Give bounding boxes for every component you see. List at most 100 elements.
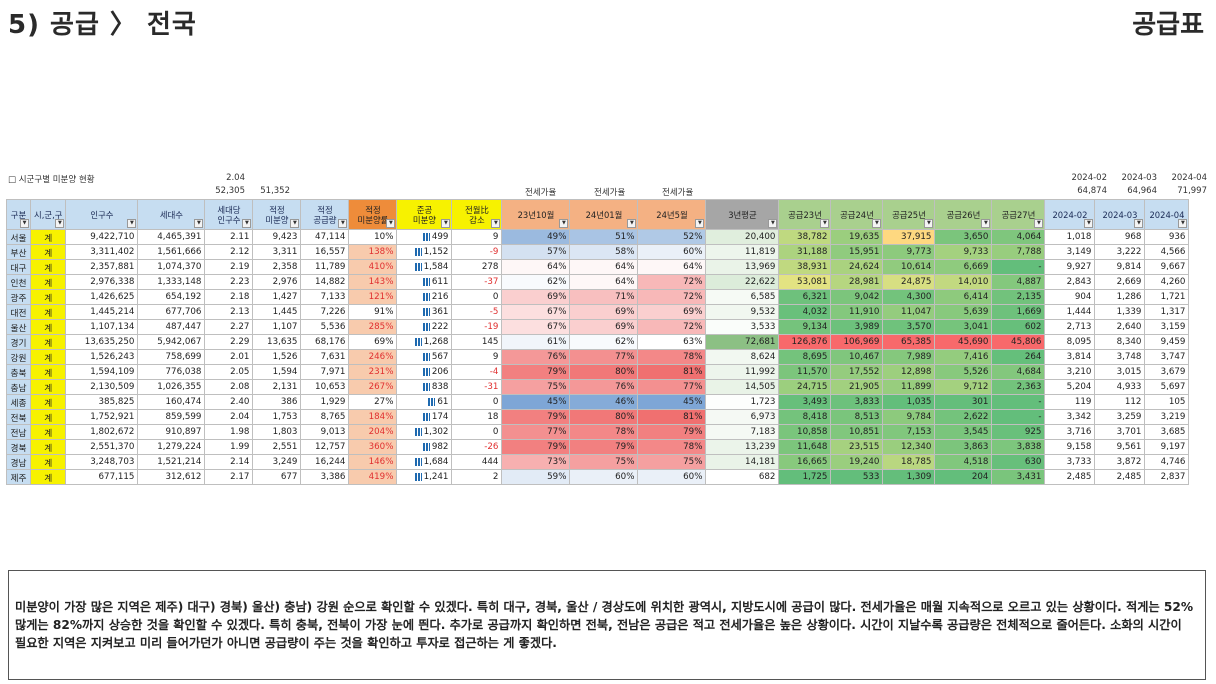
table-cell[interactable]: 119 — [1044, 394, 1096, 410]
table-cell[interactable]: 1.99 — [204, 439, 254, 455]
table-cell[interactable]: 계 — [29, 334, 67, 350]
table-cell[interactable]: 301 — [934, 394, 993, 410]
table-cell[interactable]: 3,311 — [252, 244, 302, 260]
table-cell[interactable]: 계 — [29, 439, 67, 455]
filter-dropdown-icon[interactable]: ▼ — [924, 219, 934, 228]
table-cell[interactable]: 28,981 — [830, 274, 884, 290]
table-cell[interactable]: 126,876 — [778, 334, 832, 350]
table-cell[interactable]: 18,785 — [882, 454, 936, 470]
filter-dropdown-icon[interactable]: ▼ — [820, 219, 830, 228]
filter-dropdown-icon[interactable]: ▼ — [290, 219, 300, 228]
table-cell[interactable]: 7,631 — [300, 349, 350, 365]
table-cell[interactable]: 15,951 — [830, 244, 884, 260]
table-cell[interactable]: 계 — [29, 394, 67, 410]
table-cell[interactable]: 3,149 — [1044, 244, 1096, 260]
table-cell[interactable]: 8,095 — [1044, 334, 1096, 350]
table-cell[interactable]: 1,279,224 — [137, 439, 206, 455]
col-header[interactable]: 공급23년 ▼ — [778, 199, 832, 230]
filter-dropdown-icon[interactable]: ▼ — [194, 219, 204, 228]
table-cell[interactable]: 80% — [569, 409, 639, 425]
table-cell[interactable]: 10,653 — [300, 379, 350, 395]
table-cell[interactable]: 2,130,509 — [65, 379, 139, 395]
table-cell[interactable]: 2.05 — [204, 364, 254, 380]
table-cell[interactable]: 12,757 — [300, 439, 350, 455]
table-cell[interactable]: 3,833 — [830, 394, 884, 410]
table-cell[interactable]: 13,239 — [705, 439, 780, 455]
table-cell[interactable]: 경기 — [6, 334, 31, 350]
table-cell[interactable]: 204% — [348, 424, 398, 440]
table-cell[interactable]: 11,648 — [778, 439, 832, 455]
table-cell[interactable]: 145 — [451, 334, 503, 350]
table-cell[interactable]: 216 — [396, 289, 453, 305]
table-cell[interactable]: 91% — [348, 304, 398, 320]
table-cell[interactable]: 1,753 — [252, 409, 302, 425]
table-cell[interactable]: 105 — [1144, 394, 1190, 410]
table-cell[interactable]: 계 — [29, 469, 67, 485]
table-cell[interactable]: 38,931 — [778, 259, 832, 275]
table-cell[interactable]: 45% — [501, 394, 571, 410]
table-cell[interactable]: 264 — [991, 349, 1046, 365]
col-header[interactable]: 2024-04 ▼ — [1144, 199, 1190, 230]
table-cell[interactable]: 1,725 — [778, 469, 832, 485]
table-cell[interactable]: 2.04 — [204, 409, 254, 425]
table-cell[interactable]: 360% — [348, 439, 398, 455]
table-cell[interactable]: 계 — [29, 379, 67, 395]
table-cell[interactable]: 285% — [348, 319, 398, 335]
table-cell[interactable]: - — [991, 409, 1046, 425]
table-cell[interactable]: 77% — [637, 379, 707, 395]
table-cell[interactable]: 2,976,338 — [65, 274, 139, 290]
table-cell[interactable]: 울산 — [6, 319, 31, 335]
table-cell[interactable]: 138% — [348, 244, 398, 260]
table-cell[interactable]: 682 — [705, 469, 780, 485]
table-cell[interactable]: 17,552 — [830, 364, 884, 380]
table-cell[interactable]: 2.23 — [204, 274, 254, 290]
table-cell[interactable]: 9,013 — [300, 424, 350, 440]
filter-dropdown-icon[interactable]: ▼ — [1178, 219, 1188, 228]
table-cell[interactable]: 4,260 — [1144, 274, 1190, 290]
table-cell[interactable]: 654,192 — [137, 289, 206, 305]
table-cell[interactable]: 9,134 — [778, 319, 832, 335]
table-cell[interactable]: 2.40 — [204, 394, 254, 410]
table-cell[interactable]: 3,701 — [1094, 424, 1146, 440]
filter-dropdown-icon[interactable]: ▼ — [627, 219, 637, 228]
table-cell[interactable]: 69% — [637, 304, 707, 320]
filter-dropdown-icon[interactable]: ▼ — [127, 219, 137, 228]
filter-dropdown-icon[interactable]: ▼ — [338, 219, 348, 228]
table-cell[interactable]: 4,032 — [778, 304, 832, 320]
table-cell[interactable]: -9 — [451, 244, 503, 260]
table-cell[interactable]: 630 — [991, 454, 1046, 470]
table-cell[interactable]: 1,035 — [882, 394, 936, 410]
table-cell[interactable]: 계 — [29, 274, 67, 290]
table-cell[interactable]: 37,915 — [882, 229, 936, 245]
filter-dropdown-icon[interactable]: ▼ — [441, 219, 451, 228]
col-header[interactable]: 적정 미분양률 ▼ — [348, 199, 398, 230]
table-cell[interactable]: 1,723 — [705, 394, 780, 410]
table-cell[interactable]: 52% — [637, 229, 707, 245]
table-cell[interactable]: 160,474 — [137, 394, 206, 410]
table-cell[interactable]: 910,897 — [137, 424, 206, 440]
table-cell[interactable]: 3,249 — [252, 454, 302, 470]
table-cell[interactable]: 4,300 — [882, 289, 936, 305]
filter-dropdown-icon[interactable]: ▼ — [1084, 219, 1094, 228]
table-cell[interactable]: 4,566 — [1144, 244, 1190, 260]
table-cell[interactable]: 776,038 — [137, 364, 206, 380]
table-cell[interactable]: 7,133 — [300, 289, 350, 305]
table-cell[interactable]: 419% — [348, 469, 398, 485]
table-cell[interactable]: 361 — [396, 304, 453, 320]
col-header[interactable]: 공급24년 ▼ — [830, 199, 884, 230]
table-cell[interactable]: 73% — [501, 454, 571, 470]
table-cell[interactable]: -19 — [451, 319, 503, 335]
table-cell[interactable]: 1,333,148 — [137, 274, 206, 290]
table-cell[interactable]: 936 — [1144, 229, 1190, 245]
table-cell[interactable]: 60% — [637, 244, 707, 260]
table-cell[interactable]: 1,018 — [1044, 229, 1096, 245]
table-cell[interactable]: 9,814 — [1094, 259, 1146, 275]
table-cell[interactable]: 2.08 — [204, 379, 254, 395]
table-cell[interactable]: 1,594,109 — [65, 364, 139, 380]
table-cell[interactable]: 2,551 — [252, 439, 302, 455]
table-cell[interactable]: 1,107 — [252, 319, 302, 335]
table-cell[interactable]: 계 — [29, 454, 67, 470]
col-header[interactable]: 세대당 인구수 ▼ — [204, 199, 254, 230]
table-cell[interactable]: 63% — [637, 334, 707, 350]
table-cell[interactable]: - — [991, 394, 1046, 410]
